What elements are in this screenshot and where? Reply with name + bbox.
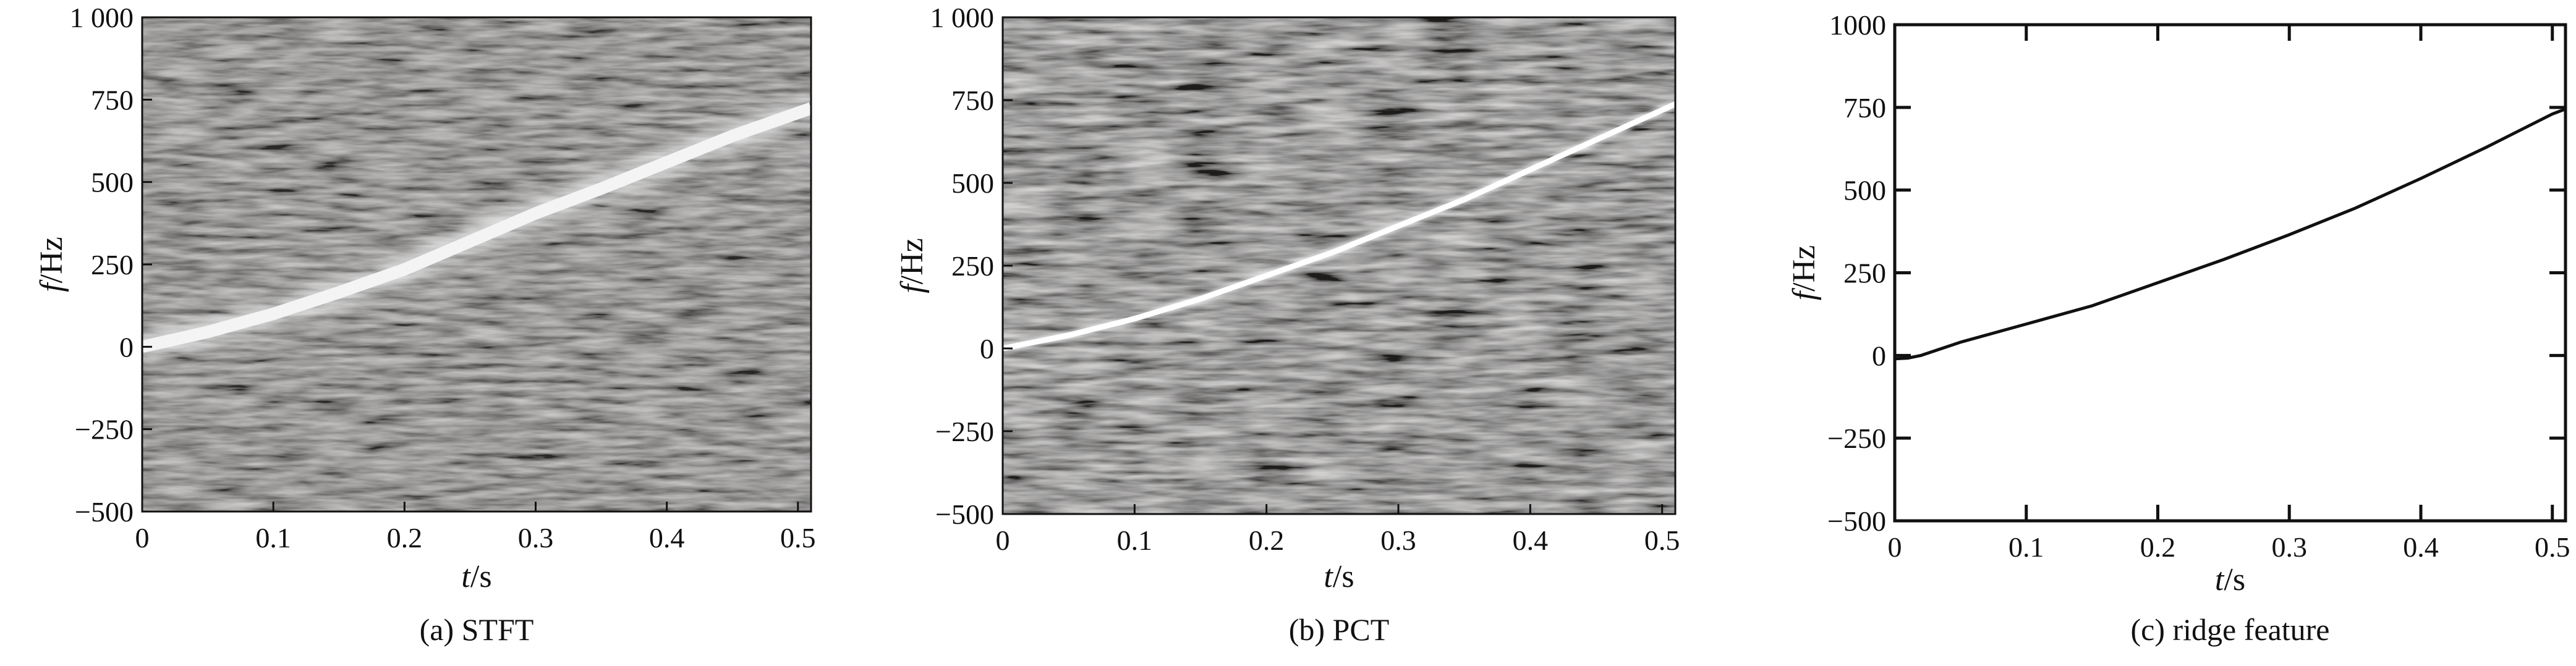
x-tick-label: 0.1 bbox=[2009, 531, 2044, 563]
x-tick-label: 0.3 bbox=[1380, 525, 1416, 556]
y-axis-unit: /Hz bbox=[895, 238, 930, 284]
chart-panel-1: 0 0.1 0.2 0.3 0.4 0.5 −500 −250 0 250 500 750 1 000 t… bbox=[34, 2, 816, 647]
x-axis-label: t/s bbox=[2215, 562, 2245, 597]
y-tick-label: 500 bbox=[91, 167, 134, 198]
y-tick-label: 250 bbox=[1843, 258, 1886, 289]
x-axis-label: t/s bbox=[1324, 559, 1354, 594]
spectrogram-noise bbox=[142, 17, 811, 512]
y-tick-label: 1000 bbox=[1829, 9, 1886, 41]
x-tick-label: 0 bbox=[996, 525, 1010, 556]
x-tick-label: 0.4 bbox=[1513, 525, 1549, 556]
y-axis-label: f/Hz bbox=[895, 238, 930, 293]
y-axis-label: f/Hz bbox=[1787, 245, 1822, 301]
x-tick-label: 0.5 bbox=[1644, 525, 1680, 556]
chart-panel-2: 0 0.1 0.2 0.3 0.4 0.5 −500 −250 0 250 500 750 1 000 t… bbox=[895, 2, 1680, 647]
spectrogram-noise bbox=[1003, 17, 1675, 514]
y-tick-label: 750 bbox=[951, 85, 994, 116]
x-tick-label: 0.3 bbox=[518, 522, 554, 554]
y-tick-label: −500 bbox=[935, 499, 994, 530]
series-line-1 bbox=[1894, 107, 2566, 361]
y-tick-label: 250 bbox=[951, 250, 994, 282]
y-tick-label: 0 bbox=[1872, 340, 1886, 371]
x-tick-label: 0 bbox=[1888, 531, 1902, 563]
chart-panel-3: 0 0.1 0.2 0.3 0.4 0.5−500−25002505007501000t/… bbox=[1787, 9, 2570, 647]
panel-caption: (c) ridge feature bbox=[2131, 612, 2330, 647]
x-axis-variable: t bbox=[1324, 559, 1333, 594]
x-tick-label: 0.2 bbox=[387, 522, 423, 554]
y-axis-unit: /Hz bbox=[34, 237, 69, 283]
y-tick-label: 750 bbox=[1843, 92, 1886, 124]
x-axis-label: t/s bbox=[461, 559, 491, 594]
y-tick-label: 1 000 bbox=[930, 2, 995, 33]
x-axis-variable: t bbox=[461, 559, 471, 594]
x-tick-label: 0.5 bbox=[2535, 531, 2570, 563]
x-tick-label: 0.4 bbox=[2403, 531, 2439, 563]
x-axis-unit: /s bbox=[2224, 562, 2245, 597]
x-axis-unit: /s bbox=[470, 559, 492, 594]
y-tick-label: −500 bbox=[1827, 505, 1886, 537]
x-axis-variable: t bbox=[2215, 562, 2225, 597]
x-tick-label: 0.2 bbox=[2140, 531, 2176, 563]
y-tick-label: 500 bbox=[951, 167, 994, 199]
y-tick-label: 750 bbox=[91, 84, 134, 116]
x-tick-label: 0.2 bbox=[1249, 525, 1285, 556]
x-tick-label: 0.4 bbox=[649, 522, 685, 554]
plot-background bbox=[1895, 25, 2565, 521]
y-axis-label: f/Hz bbox=[34, 237, 69, 292]
y-tick-label: −250 bbox=[935, 416, 994, 447]
y-tick-label: 1 000 bbox=[70, 2, 134, 33]
y-tick-label: −250 bbox=[75, 414, 134, 445]
x-tick-label: 0.1 bbox=[1117, 525, 1153, 556]
x-axis-unit: /s bbox=[1333, 559, 1354, 594]
x-tick-label: 0.5 bbox=[780, 522, 816, 554]
ridge-line bbox=[1002, 101, 1677, 352]
x-tick-label: 0.1 bbox=[255, 522, 291, 554]
panel-caption: (b) PCT bbox=[1289, 612, 1390, 647]
y-axis-unit: /Hz bbox=[1787, 245, 1822, 292]
y-tick-label: −250 bbox=[1827, 423, 1886, 454]
x-tick-label: 0 bbox=[135, 522, 150, 554]
y-tick-label: −500 bbox=[75, 496, 134, 528]
y-tick-label: 500 bbox=[1843, 175, 1886, 206]
y-tick-label: 0 bbox=[980, 333, 994, 365]
x-tick-label: 0.3 bbox=[2271, 531, 2307, 563]
y-tick-label: 0 bbox=[119, 331, 134, 363]
panel-caption: (a) STFT bbox=[420, 612, 534, 647]
ridge-line bbox=[140, 102, 814, 353]
y-tick-label: 250 bbox=[91, 249, 134, 280]
